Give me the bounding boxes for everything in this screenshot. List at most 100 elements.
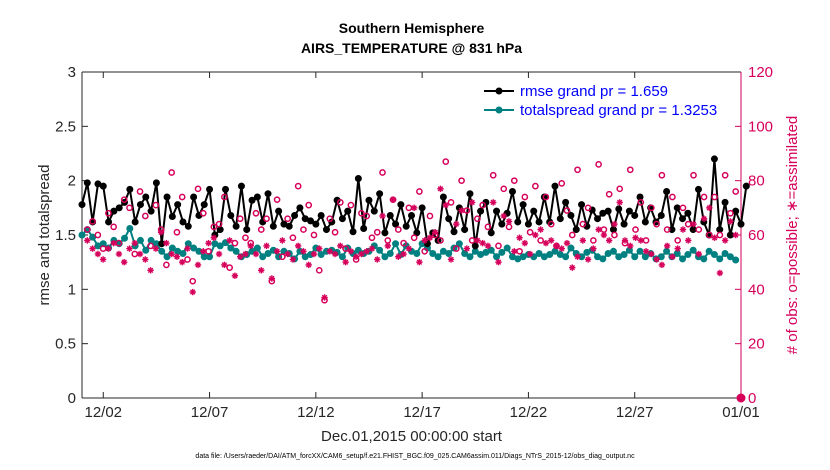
point-obs-possible: [584, 204, 592, 212]
y-tick-label: 0.5: [55, 336, 76, 353]
point-obs-possible: [590, 237, 597, 244]
point-obs-assimilated: [690, 220, 697, 228]
point-rmse: [726, 231, 734, 239]
point-obs-assimilated: [173, 253, 181, 260]
point-obs-possible: [289, 234, 297, 242]
asterisk-stroke: [696, 251, 702, 257]
asterisk-stroke: [479, 240, 486, 246]
point-obs-possible: [184, 256, 191, 263]
point-rmse: [142, 193, 150, 201]
point-obs-possible: [458, 177, 465, 185]
point-obs-assimilated: [426, 234, 434, 241]
asterisk-stroke: [226, 237, 233, 244]
asterisk-stroke: [295, 243, 301, 249]
point-obs-possible: [152, 201, 160, 209]
point-obs-assimilated: [347, 248, 355, 255]
asterisk-stroke: [690, 221, 697, 227]
point-totalspread: [721, 249, 729, 257]
asterisk-stroke: [153, 245, 159, 252]
x-tick-label: 12/02: [84, 404, 122, 421]
point-rmse: [83, 179, 91, 187]
point-obs-assimilated: [342, 258, 349, 266]
point-rmse: [264, 190, 272, 198]
point-obs-possible: [199, 209, 207, 217]
y-tick-label: 2: [68, 173, 76, 190]
point-rmse: [322, 226, 330, 234]
point-totalspread: [264, 249, 272, 257]
asterisk-stroke: [543, 240, 549, 246]
asterisk-stroke: [158, 229, 164, 236]
point-rmse: [317, 211, 325, 219]
asterisk-stroke: [100, 256, 106, 263]
point-obs-assimilated: [395, 253, 402, 260]
point-obs-assimilated: [110, 239, 117, 247]
point-rmse: [115, 204, 123, 212]
asterisk-stroke: [711, 234, 718, 241]
point-rmse: [200, 201, 208, 209]
point-rmse: [184, 222, 192, 230]
point-obs-assimilated: [416, 258, 423, 266]
point-totalspread: [381, 253, 389, 261]
point-rmse: [163, 193, 171, 201]
point-obs-possible: [373, 228, 381, 236]
point-obs-assimilated: [616, 199, 623, 206]
asterisk-stroke: [369, 245, 375, 252]
point-rmse: [232, 222, 240, 230]
point-obs-possible: [479, 201, 487, 209]
point-obs-assimilated: [147, 267, 154, 274]
point-obs-assimilated: [700, 215, 708, 222]
point-rmse: [349, 228, 357, 236]
asterisk-stroke: [363, 248, 370, 255]
point-rmse: [243, 226, 251, 234]
point-obs-possible: [521, 193, 529, 201]
point-totalspread: [317, 251, 325, 259]
asterisk-stroke: [632, 234, 639, 241]
point-rmse: [376, 190, 384, 198]
asterisk-stroke: [616, 199, 623, 206]
asterisk-stroke: [606, 237, 612, 244]
point-rmse: [227, 211, 235, 219]
point-obs-possible: [252, 209, 260, 217]
point-obs-assimilated: [621, 237, 629, 244]
point-obs-assimilated: [305, 261, 312, 269]
x-tick-label: 12/07: [191, 404, 229, 421]
point-totalspread: [386, 249, 394, 257]
y2-tick-label: 100: [748, 118, 773, 135]
point-obs-possible: [632, 226, 639, 233]
asterisk-stroke: [316, 245, 322, 252]
point-obs-assimilated: [658, 261, 666, 269]
asterisk-stroke: [269, 275, 275, 282]
point-totalspread: [710, 251, 718, 259]
point-obs-assimilated: [263, 242, 270, 250]
point-obs-possible: [705, 231, 713, 239]
point-obs-possible: [242, 234, 249, 242]
asterisk-stroke: [168, 251, 175, 257]
point-rmse: [365, 196, 373, 204]
asterisk-stroke: [416, 259, 423, 265]
point-obs-assimilated: [569, 264, 576, 271]
asterisk-stroke: [638, 237, 644, 244]
point-rmse: [370, 207, 378, 215]
point-obs-assimilated: [579, 237, 587, 244]
point-obs-possible: [331, 228, 339, 236]
y-tick-label: 0: [68, 390, 76, 407]
asterisk-stroke: [627, 243, 633, 249]
point-obs-assimilated: [432, 229, 439, 236]
point-rmse: [381, 229, 389, 237]
point-obs-assimilated: [421, 237, 428, 244]
point-obs-assimilated: [337, 242, 344, 250]
point-obs-assimilated: [437, 185, 444, 193]
point-obs-assimilated: [679, 226, 687, 233]
point-rmse: [487, 229, 495, 237]
point-obs-assimilated: [121, 258, 128, 266]
point-obs-possible: [579, 220, 587, 228]
asterisk-stroke: [305, 262, 312, 268]
asterisk-stroke: [95, 251, 101, 257]
point-obs-assimilated: [115, 250, 123, 258]
asterisk-stroke: [501, 213, 507, 219]
point-obs-possible: [447, 199, 455, 206]
asterisk-stroke: [89, 245, 96, 252]
asterisk-stroke: [674, 245, 681, 252]
point-obs-assimilated: [400, 250, 407, 258]
point-obs-possible: [595, 161, 602, 168]
